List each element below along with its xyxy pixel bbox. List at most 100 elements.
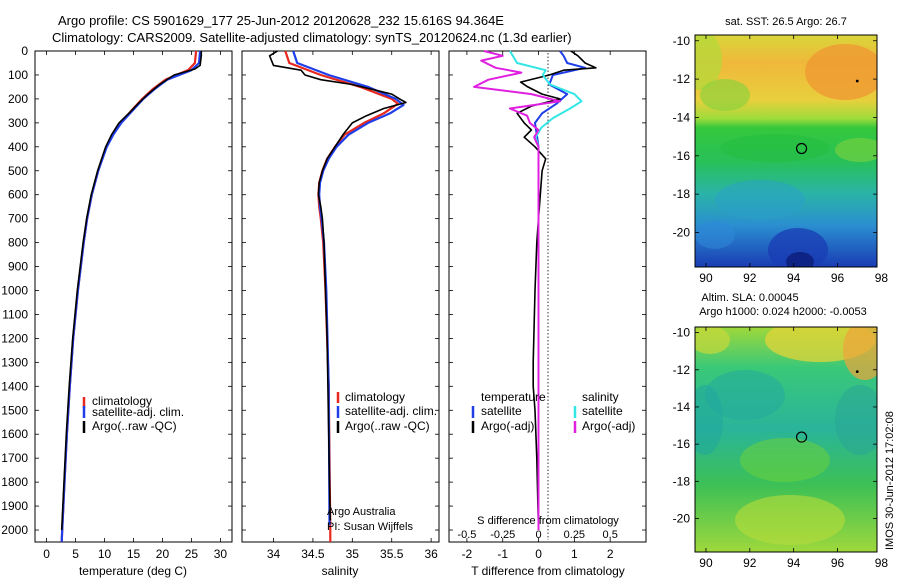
map-y-tick-label: -10 [673,34,691,48]
map-y-tick-label: -10 [673,326,691,340]
salinity-xlabel: salinity [322,564,359,578]
legend-t-argo-label: Argo(-adj) [481,419,534,433]
x-tick-label: 5 [72,547,79,561]
t-difference-label: T difference from climatology [471,564,625,578]
sst-map-ticks: 90 92 94 96 98 -10 -12 -14 -16 -18 -20 [673,34,889,285]
x-tick-label: 1 [571,547,578,561]
map-y-tick-label: -18 [673,474,691,488]
salinity-panel-frame [241,50,440,543]
x-tick-label: 2 [607,547,614,561]
sst-argo-position-marker [795,142,808,155]
x-tick-label: 0 [535,547,542,561]
legend-climatology-label: climatology [92,394,152,408]
series-line-t-satellite [534,50,587,530]
depth-tick-label: 1000 [1,284,28,298]
depth-tick-label: 1300 [1,355,28,369]
salinity-plot [268,50,407,542]
s-diff-tick-label: 0 [535,529,541,541]
legend-t-satellite-label: satellite [481,404,522,418]
depth-tick-label: 1700 [1,451,28,465]
s-difference-ticks: -0.5 -0.25 0 0.25 0.5 [457,529,617,541]
depth-tick-label: 300 [8,116,28,130]
legend-satellite-label: satellite-adj. clim. [92,405,184,419]
series-line-climatology [284,50,400,542]
sla-argo-position-marker [795,431,808,443]
salinity-legend: climatology satellite-adj. clim. Argo(..… [336,390,437,433]
series-line-s-satellite [509,50,583,530]
difference-panel-frame [448,50,647,543]
depth-tick-label: 600 [8,188,28,202]
x-tick-label: 15 [127,547,141,561]
x-tick-label: -2 [462,547,473,561]
legend-climatology-label: climatology [345,390,405,404]
map-y-tick-label: -18 [673,187,691,201]
series-line-climatology [60,50,198,543]
x-tick-label: 10 [98,547,112,561]
depth-tick-label: 400 [8,140,28,154]
depth-tick-label: 1100 [2,307,28,321]
x-tick-label: 20 [156,547,170,561]
legend-s-argo-label: Argo(-adj) [582,419,635,433]
map-x-tick-label: 94 [787,556,801,570]
series-line-satellite-adj-clim- [292,50,405,526]
sla-map-ticks: 90 92 94 96 98 -10 -12 -14 -16 -18 -20 [673,326,889,570]
argo-australia-note: Argo Australia [327,506,396,518]
sst-map-frame [694,34,878,268]
depth-tick-label: 1500 [1,403,28,417]
map-y-tick-label: -16 [673,437,691,451]
x-tick-label: 34.5 [301,547,325,561]
depth-tick-label: 1600 [1,427,28,441]
temperature-x-ticks: 0 5 10 15 20 25 30 [43,51,227,561]
x-tick-label: 36 [424,547,438,561]
sla-track-point [855,370,859,374]
x-tick-label: 35 [346,547,360,561]
temperature-xlabel: temperature (deg C) [79,564,187,578]
map-y-tick-label: -20 [673,225,691,239]
legend-temperature-title: temperature [481,390,546,404]
depth-tick-label: 0 [21,44,28,58]
series-line-argo-raw-qc- [60,51,203,531]
temperature-plot [60,50,203,543]
pi-note: PI: Susan Wijffels [327,521,413,533]
depth-tick-label: 1900 [1,499,28,513]
map-x-tick-label: 90 [699,556,713,570]
depth-tick-label: 100 [8,68,28,82]
sla-map-title: Altim. SLA: 0.00045 [701,292,798,304]
depth-tick-label: 700 [8,212,28,226]
map-x-tick-label: 94 [787,271,801,285]
depth-tick-label: 800 [8,236,28,250]
legend-satellite-label: satellite-adj. clim. [345,404,437,418]
series-line-s-argo-adj- [473,50,561,530]
sst-track-point [855,79,859,83]
x-tick-label: 0 [43,547,50,561]
depth-tick-label: 200 [8,92,28,106]
x-tick-label: 25 [185,547,199,561]
depth-tick-label: 900 [8,260,28,274]
map-x-tick-label: 90 [699,271,713,285]
depth-tick-label: 500 [8,164,28,178]
sla-map-subtitle: Argo h1000: 0.024 h2000: -0.0053 [699,306,867,318]
sst-map-title: sat. SST: 26.5 Argo: 26.7 [725,16,847,28]
legend-salinity-title: salinity [582,390,619,404]
s-diff-tick-label: -0.5 [457,529,476,541]
temperature-legend: climatology satellite-adj. clim. Argo(..… [82,394,184,433]
map-x-tick-label: 92 [743,556,757,570]
series-line-t-argo-adj- [516,50,597,531]
title-line-1: Argo profile: CS 5901629_177 25-Jun-2012… [58,13,504,28]
difference-x-ticks: -2 -1 0 1 2 [462,51,614,561]
map-y-tick-label: -14 [673,110,691,124]
s-diff-tick-label: -0.25 [490,529,515,541]
difference-legend: temperature satellite Argo(-adj) salinit… [471,390,635,433]
map-x-tick-label: 98 [875,271,889,285]
map-y-tick-label: -16 [673,149,691,163]
depth-tick-label: 2000 [1,523,28,537]
s-diff-tick-label: 0.25 [564,529,585,541]
depth-tick-label: 1200 [1,331,28,345]
x-tick-label: -1 [497,547,508,561]
imos-timestamp: IMOS 30-Jun-2012 17:02:08 [884,411,896,550]
map-x-tick-label: 96 [831,271,845,285]
map-y-tick-label: -12 [673,363,691,377]
x-tick-label: 34 [267,547,281,561]
map-x-tick-label: 98 [875,556,889,570]
depth-axis: 0 100 200 300 400 500 600 700 800 900 1000 1100 1200… [1,44,646,537]
